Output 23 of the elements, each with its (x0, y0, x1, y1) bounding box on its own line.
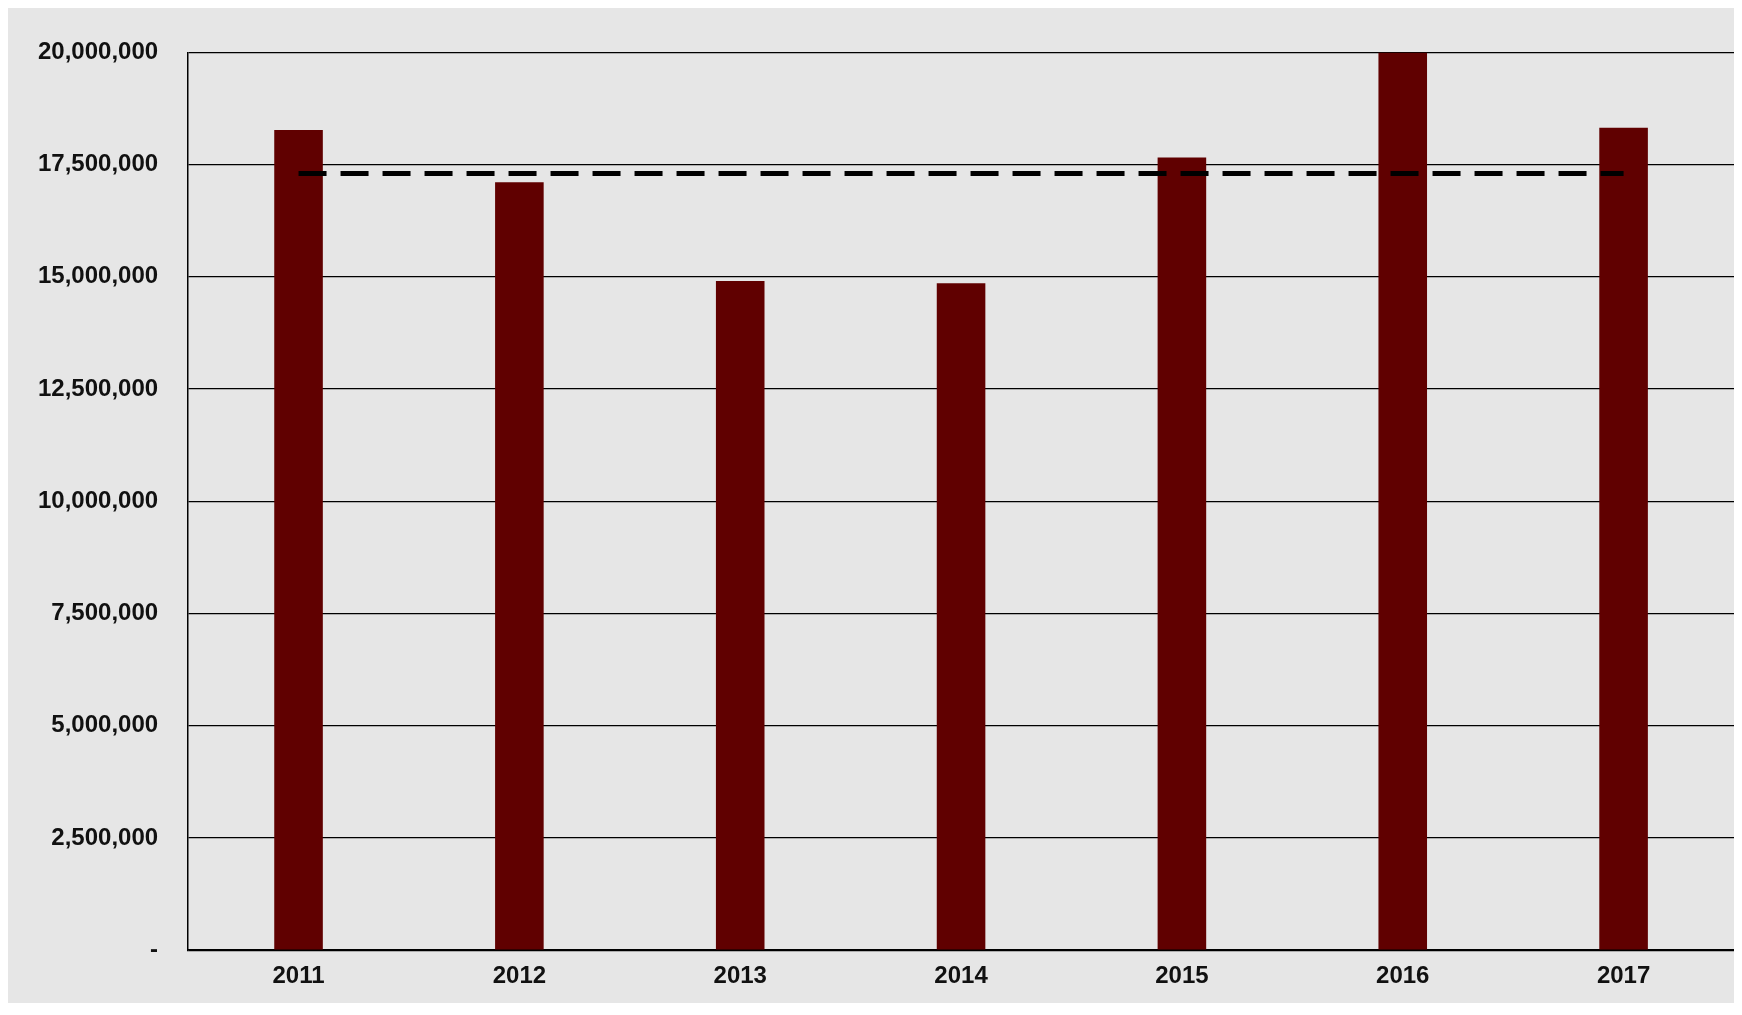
x-tick-label: 2013 (713, 961, 767, 989)
x-tick-label: 2017 (1596, 961, 1651, 989)
x-tick-label: 2014 (934, 961, 989, 989)
y-tick-label: 7,500,000 (51, 598, 159, 626)
y-tick-label: 2,500,000 (51, 822, 159, 850)
y-tick-label: 12,500,000 (37, 373, 159, 401)
y-tick-label: 10,000,000 (37, 485, 159, 513)
bar (936, 283, 986, 950)
x-tick-label: 2016 (1376, 961, 1430, 989)
y-tick-label: - (150, 934, 159, 962)
bar (1157, 157, 1207, 950)
y-tick-label: 17,500,000 (37, 149, 159, 177)
bar (495, 182, 544, 950)
bar (274, 130, 323, 950)
x-tick-label: 2015 (1155, 961, 1209, 989)
y-tick-label: 15,000,000 (37, 261, 159, 289)
x-tick-label: 2011 (272, 961, 325, 989)
y-tick-label: 20,000,000 (37, 37, 159, 65)
bar (1378, 52, 1428, 950)
y-tick-label: 5,000,000 (51, 710, 159, 738)
bar (715, 280, 765, 950)
bar (1599, 127, 1648, 950)
x-tick-label: 2012 (492, 961, 547, 989)
